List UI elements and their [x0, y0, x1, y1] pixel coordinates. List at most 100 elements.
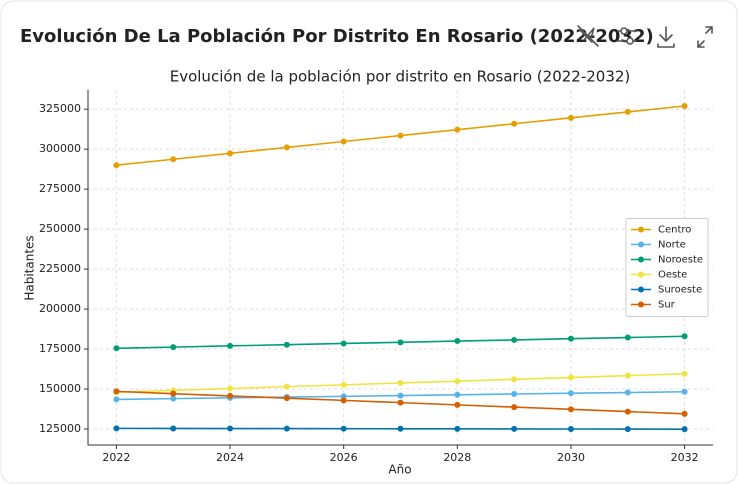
y-tick-label: 200000: [39, 302, 81, 315]
settings-button[interactable]: [617, 27, 637, 45]
download-button[interactable]: [657, 26, 675, 48]
axes: [87, 90, 713, 446]
data-point: [454, 126, 461, 133]
data-point: [511, 390, 518, 397]
data-point: [227, 385, 234, 392]
toggle-interactivity-button[interactable]: [577, 25, 599, 47]
data-point: [340, 340, 347, 347]
x-tick-label: 2022: [102, 451, 130, 464]
data-point: [511, 336, 518, 343]
legend-label: Oeste: [658, 270, 687, 281]
y-tick-label: 225000: [39, 262, 81, 275]
data-point: [567, 335, 574, 342]
data-point: [681, 333, 688, 340]
data-point: [113, 388, 120, 395]
y-tick-label: 300000: [39, 142, 81, 155]
legend-marker: [638, 301, 644, 308]
y-tick-label: 250000: [39, 222, 81, 235]
legend-label: Norte: [658, 240, 686, 251]
legend-label: Noroeste: [658, 255, 703, 266]
data-point: [454, 391, 461, 398]
expand-button[interactable]: [697, 26, 713, 48]
data-point: [113, 425, 120, 432]
data-point: [624, 426, 631, 433]
data-point: [340, 138, 347, 145]
data-point: [340, 425, 347, 432]
y-tick-label: 275000: [39, 182, 81, 195]
x-tick-label: 2028: [443, 451, 471, 464]
data-point: [454, 378, 461, 385]
data-point: [227, 392, 234, 399]
data-point: [227, 425, 234, 432]
y-axis-label: Habitantes: [23, 235, 37, 300]
data-point: [113, 162, 120, 169]
y-tick-label: 325000: [39, 102, 81, 115]
legend-marker: [638, 271, 644, 278]
data-point: [283, 144, 290, 151]
data-point: [681, 410, 688, 417]
data-point: [511, 404, 518, 411]
data-point: [227, 342, 234, 349]
data-point: [624, 108, 631, 115]
data-point: [283, 425, 290, 432]
legend-box: [625, 218, 709, 317]
data-point: [397, 392, 404, 399]
data-point: [170, 395, 177, 402]
data-point: [624, 389, 631, 396]
data-point: [170, 390, 177, 397]
legend-marker: [638, 241, 644, 248]
data-point: [567, 114, 574, 121]
y-tick-label: 125000: [39, 422, 81, 435]
data-point: [170, 156, 177, 163]
x-tick-label: 2030: [557, 451, 585, 464]
legend-label: Sur: [658, 300, 676, 311]
data-point: [113, 345, 120, 352]
legend-label: Suroeste: [658, 285, 702, 296]
data-point: [511, 120, 518, 127]
data-point: [567, 426, 574, 433]
data-point: [227, 150, 234, 157]
legend-marker: [638, 256, 644, 263]
data-point: [454, 401, 461, 408]
x-tick-label: 2026: [330, 451, 358, 464]
data-point: [397, 399, 404, 406]
data-point: [567, 406, 574, 413]
data-point: [397, 425, 404, 432]
card-title: Evolución De La Población Por Distrito E…: [20, 26, 654, 47]
data-point: [567, 374, 574, 381]
data-point: [681, 370, 688, 377]
chart-title: Evolución de la población por distrito e…: [170, 68, 631, 86]
x-tick-label: 2024: [216, 451, 244, 464]
legend-marker: [638, 286, 644, 293]
data-point: [681, 102, 688, 109]
data-point: [170, 425, 177, 432]
data-point: [454, 338, 461, 345]
legend: Centro Norte Noroeste Oeste Suroeste Sur: [625, 218, 709, 317]
x-axis-label: Año: [388, 463, 411, 477]
data-point: [113, 396, 120, 403]
data-point: [397, 379, 404, 386]
data-point: [397, 339, 404, 346]
data-point: [170, 344, 177, 351]
data-point: [511, 425, 518, 432]
data-point: [283, 341, 290, 348]
data-point: [681, 426, 688, 433]
x-tick-label: 2032: [671, 451, 699, 464]
data-point: [340, 397, 347, 404]
data-point: [567, 390, 574, 397]
data-point: [624, 334, 631, 341]
data-point: [283, 383, 290, 390]
y-tick-label: 150000: [39, 382, 81, 395]
data-point: [454, 425, 461, 432]
data-point: [511, 376, 518, 383]
y-tick-label: 175000: [39, 342, 81, 355]
legend-label: Centro: [658, 225, 691, 236]
legend-marker: [638, 226, 644, 233]
data-point: [397, 132, 404, 139]
data-point: [624, 408, 631, 415]
data-point: [283, 395, 290, 402]
data-point: [340, 381, 347, 388]
data-point: [681, 388, 688, 395]
